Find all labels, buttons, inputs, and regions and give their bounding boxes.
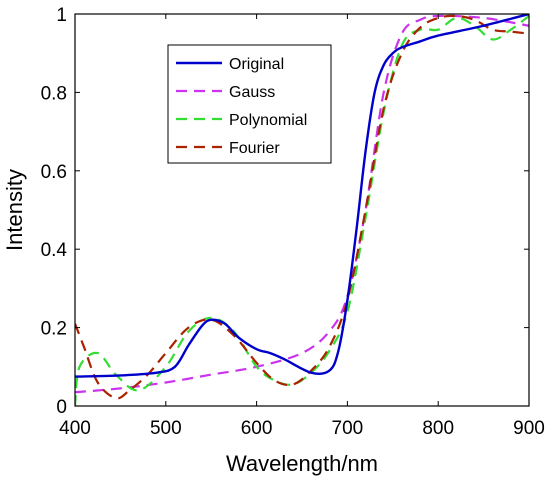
y-tick-label: 0.8 <box>41 83 67 104</box>
y-tick-label: 0.6 <box>41 162 67 183</box>
x-tick-label: 700 <box>332 418 364 439</box>
legend-label-fourier: Fourier <box>229 140 280 157</box>
plot-area-frame <box>74 13 530 407</box>
series-line-fourier <box>75 14 529 400</box>
y-tick-label: 1 <box>56 5 67 26</box>
legend: Original Gauss Polynomial Fourier <box>167 44 332 164</box>
legend-label-gauss: Gauss <box>229 84 275 101</box>
x-tick-label: 900 <box>513 418 545 439</box>
tick-layer: 400 500 600 700 800 900 0 0.2 0.4 0.6 0.8 1 <box>41 5 545 439</box>
legend-label-original: Original <box>229 56 284 73</box>
series-layer <box>75 14 529 406</box>
x-tick-label: 500 <box>150 418 182 439</box>
x-tick-label: 600 <box>241 418 273 439</box>
y-axis-title: Intensity <box>2 169 27 251</box>
y-tick-label: 0.2 <box>41 319 67 340</box>
legend-label-polynomial: Polynomial <box>229 112 307 129</box>
legend-box <box>167 44 332 164</box>
x-tick-label: 400 <box>59 418 91 439</box>
series-line-polynomial <box>75 15 529 406</box>
x-axis-title: Wavelength/nm <box>226 451 378 476</box>
series-line-original <box>75 14 529 378</box>
y-tick-label: 0.4 <box>41 240 68 261</box>
x-tick-label: 800 <box>422 418 454 439</box>
y-tick-label: 0 <box>56 397 67 418</box>
